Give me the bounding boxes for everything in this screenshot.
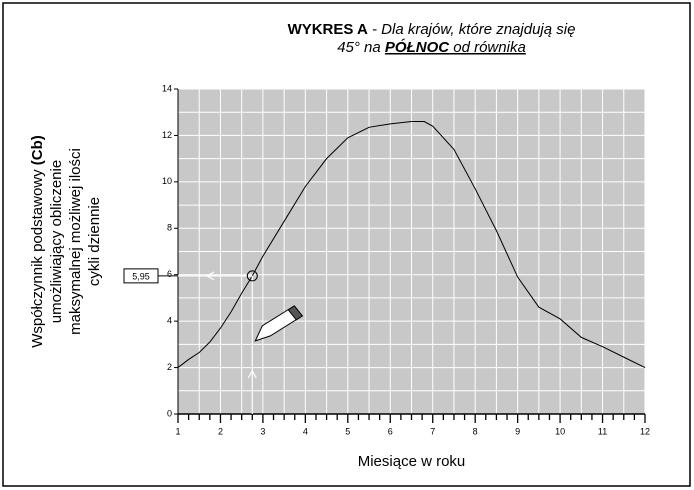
y-tick-label: 10 [162, 176, 172, 186]
x-tick-label: 11 [598, 426, 607, 436]
y-label-part: (Cb) [29, 135, 46, 165]
annotation-box [123, 268, 159, 284]
arrow-head [247, 369, 257, 379]
x-tick-label: 8 [473, 426, 478, 436]
x-axis-label: Miesiące w roku [358, 453, 466, 470]
x-tick-label: 2 [218, 426, 223, 436]
title-part: 45° na [337, 39, 385, 56]
annotation-marker [246, 270, 258, 282]
title-part: - Dla krajów, które znajdują się [368, 21, 576, 38]
y-tick-label: 4 [167, 316, 172, 326]
title-part: PÓŁNOC [385, 38, 450, 56]
x-tick-label: 5 [345, 426, 350, 436]
y-tick-label: 6 [167, 269, 172, 279]
chart-title: WYKRES A - Dla krajów, które znajdują si… [288, 21, 576, 38]
x-tick-label: 10 [555, 426, 565, 436]
pencil-icon [287, 305, 304, 321]
y-tick-label: 8 [167, 223, 172, 233]
y-tick-label: 12 [162, 130, 172, 140]
title-part: od równika [449, 39, 526, 56]
y-axis-label: Współczynnik podstawowy (Cb) [29, 135, 46, 348]
x-tick-label: 4 [303, 426, 308, 436]
arrow-head [205, 271, 215, 281]
y-axis-label: cykli dziennie [86, 197, 103, 286]
y-tick-label: 14 [162, 83, 172, 93]
y-tick-label: 2 [167, 362, 172, 372]
x-tick-label: 7 [430, 426, 435, 436]
y-label-part: cykli dziennie [86, 197, 103, 286]
x-tick-label: 6 [388, 426, 393, 436]
y-label-part: umożliwiający obliczenie [48, 160, 65, 323]
chart-title: 45° na PÓŁNOC od równika [337, 38, 526, 56]
x-tick-label: 3 [260, 426, 265, 436]
annotation-label: 5,95 [132, 271, 150, 281]
y-tick-label: 0 [167, 408, 172, 418]
y-axis-label: maksymalnej możliwej ilości [67, 148, 84, 335]
x-tick-label: 9 [515, 426, 520, 436]
y-label-part: maksymalnej możliwej ilości [67, 148, 84, 335]
line-series [177, 121, 646, 369]
title-part: WYKRES A [288, 21, 368, 38]
y-axis-label: umożliwiający obliczenie [48, 160, 65, 323]
y-label-part: Współczynnik podstawowy [29, 165, 46, 348]
x-tick-label: 12 [640, 426, 650, 436]
x-tick-label: 1 [175, 426, 180, 436]
